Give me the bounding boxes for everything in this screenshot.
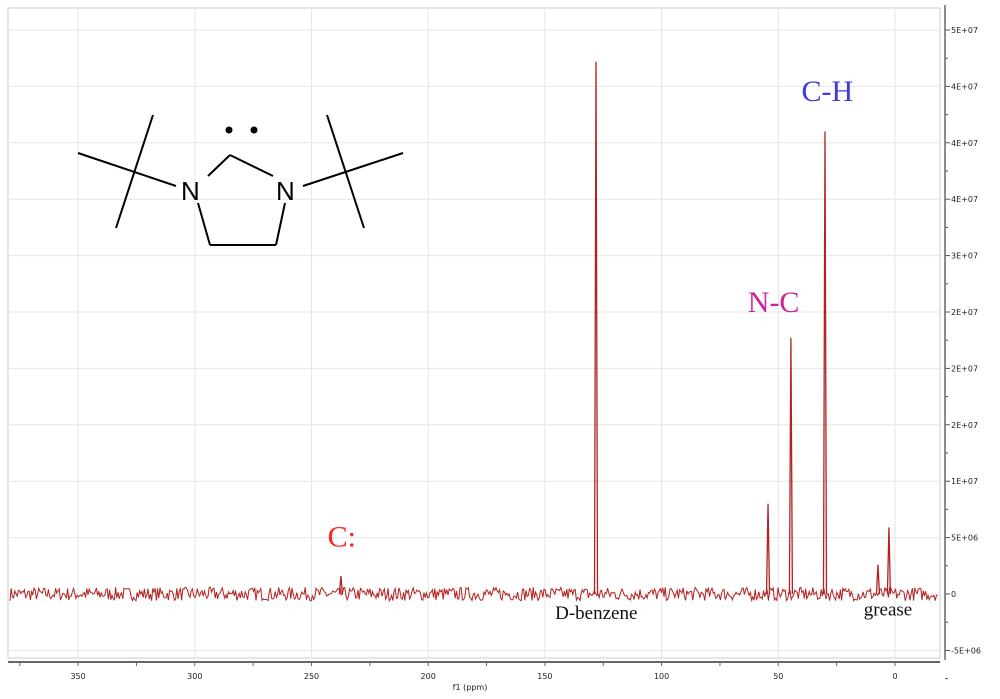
spectrum: [9, 61, 938, 603]
x-tick-label: 100: [654, 672, 669, 681]
y-tick-label: 2E+07: [951, 364, 978, 373]
y-tick-label: 2E+07: [951, 308, 978, 317]
y-tick-label: 4E+07: [951, 82, 978, 91]
bond: [77, 152, 177, 187]
y-tick-label: 4E+07: [951, 195, 978, 204]
peak-label: grease: [864, 599, 913, 620]
bond: [302, 152, 404, 187]
bond: [197, 202, 211, 246]
grid: [7, 7, 941, 659]
lone-pair-dot: [250, 126, 258, 134]
bond: [326, 114, 365, 229]
atom-label-n: N: [276, 176, 295, 206]
y-tick-label: 0: [951, 590, 956, 599]
x-tick-label: 0: [892, 672, 897, 681]
annotations: C: D-benzene N-C C-H grease: [328, 75, 913, 624]
peak: [765, 503, 771, 595]
bond: [115, 114, 154, 229]
y-tick-label: 3E+07: [951, 252, 978, 261]
x-tick-label: 350: [70, 672, 85, 681]
molecule-structure: N N: [77, 114, 404, 246]
peak-label: D-benzene: [555, 603, 637, 624]
peak-label: N-C: [748, 286, 800, 319]
peak: [338, 575, 344, 595]
bond: [207, 154, 231, 177]
x-tick-label: 250: [304, 672, 319, 681]
bond: [275, 202, 286, 246]
axes: 350 300 250 200 150 100 50 0 5E+07 4E+07 4E+07 4E+0…: [8, 5, 981, 692]
y-tick-label: 4E+07: [951, 139, 978, 148]
baseline-noise: [9, 585, 938, 603]
x-tick-label: 300: [187, 672, 202, 681]
y-tick-label: -5E+06: [951, 646, 981, 655]
y-tick-label: 5E+06: [951, 534, 978, 543]
x-tick-label: 150: [537, 672, 552, 681]
y-tick-label: 2E+07: [951, 421, 978, 430]
atom-label-n: N: [181, 176, 200, 206]
peak: [822, 131, 828, 595]
y-tick-label: 1E+07: [951, 477, 978, 486]
peak: [593, 61, 599, 595]
peak: [875, 564, 881, 595]
plot-area: [7, 7, 941, 659]
lone-pair-dot: [225, 126, 233, 134]
peak-label: C:: [328, 521, 356, 554]
peak: [886, 527, 892, 595]
x-tick-label: 50: [773, 672, 783, 681]
x-tick-label: 200: [421, 672, 436, 681]
bond: [229, 154, 274, 177]
peak-label: C-H: [801, 75, 853, 108]
x-axis-label: f1 (ppm): [453, 683, 488, 692]
peak: [788, 337, 794, 595]
y-tick-label: 5E+07: [951, 26, 978, 35]
